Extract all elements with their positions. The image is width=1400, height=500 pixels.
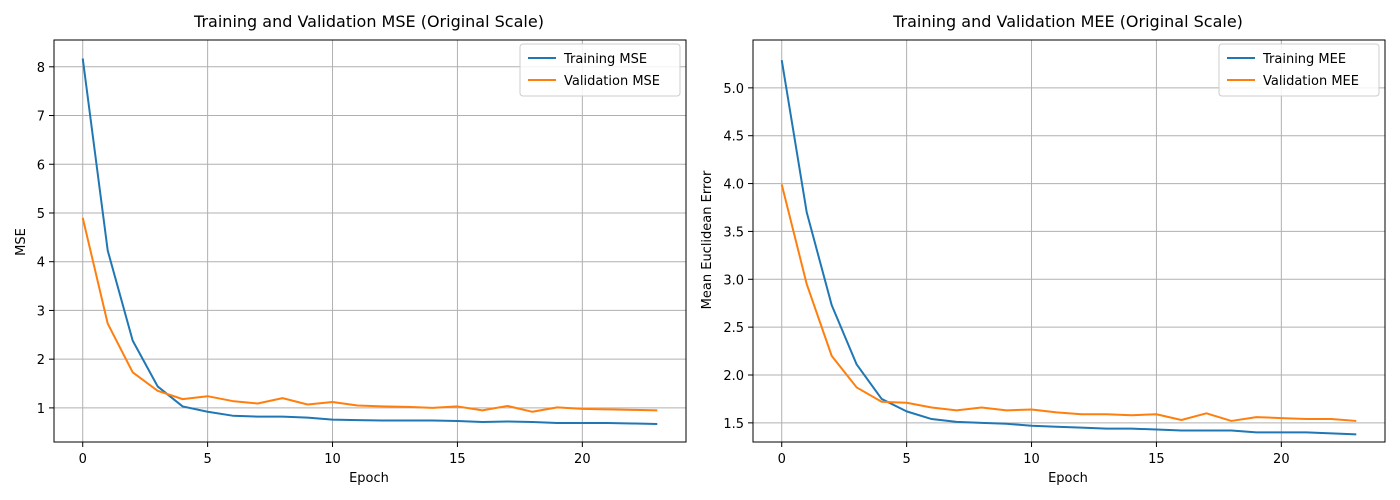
mse-legend: Training MSE Validation MSE (519, 43, 681, 97)
mse-chart-title: Training and Validation MSE (Original Sc… (193, 12, 544, 31)
mee-legend-label: Validation MEE (1263, 74, 1359, 89)
mee-y-tick-label: 3.5 (723, 225, 744, 240)
mse-y-tick-label: 2 (37, 353, 45, 368)
mse-y-tick-label: 6 (37, 158, 45, 173)
mee-x-tick-label: 0 (778, 452, 786, 467)
mse-axis-ticks: 0 5 10 15 20 1 2 3 4 5 6 7 8 (37, 61, 591, 467)
mee-y-axis-label: Mean Euclidean Error (700, 170, 715, 309)
mse-y-tick-label: 5 (37, 207, 45, 222)
mse-x-tick-label: 5 (203, 452, 211, 467)
mse-y-tick-label: 8 (37, 61, 45, 76)
mee-series (780, 59, 1357, 436)
mee-y-tick-label: 2.5 (723, 321, 744, 336)
mee-y-tick-label: 4.0 (723, 178, 744, 193)
mee-x-tick-label: 20 (1273, 452, 1290, 467)
mee-x-tick-label: 5 (902, 452, 910, 467)
mee-x-tick-label: 10 (1023, 452, 1040, 467)
mse-series-line-training-mse (81, 58, 658, 425)
mee-y-tick-label: 4.5 (723, 130, 744, 145)
mse-x-axis-label: Epoch (349, 471, 389, 486)
mse-series-line-validation-mse (81, 217, 658, 413)
mse-x-tick-label: 15 (449, 452, 466, 467)
mee-chart-title: Training and Validation MEE (Original Sc… (892, 12, 1243, 31)
mee-legend-box (1218, 43, 1380, 97)
mee-series-line-training-mee (780, 59, 1357, 436)
mee-plot-frame (752, 39, 1386, 443)
mee-y-tick-label: 1.5 (723, 417, 744, 432)
mee-x-axis-label: Epoch (1048, 471, 1088, 486)
mee-y-tick-label: 2.0 (723, 369, 744, 384)
mee-series-line-validation-mee (780, 184, 1357, 422)
mse-legend-label: Training MSE (563, 52, 647, 67)
mse-y-tick-label: 1 (37, 402, 45, 417)
mee-legend: Training MEE Validation MEE (1218, 43, 1380, 97)
mse-x-tick-label: 10 (324, 452, 341, 467)
mee-legend-label: Training MEE (1262, 52, 1346, 67)
mse-y-tick-label: 4 (37, 256, 45, 271)
mee-y-tick-label: 3.0 (723, 273, 744, 288)
mse-y-tick-label: 7 (37, 110, 45, 125)
mse-x-tick-label: 20 (574, 452, 591, 467)
mse-x-tick-label: 0 (79, 452, 87, 467)
mse-plot-frame (53, 39, 687, 443)
mee-chart: Training and Validation MEE (Original Sc… (700, 12, 1386, 486)
mse-y-axis-label: MSE (14, 228, 29, 256)
mee-axis-ticks: 0 5 10 15 20 1.5 2.0 2.5 3.0 3.5 4.0 4.5 5.0 (723, 82, 1289, 467)
mse-legend-box (519, 43, 681, 97)
mee-y-tick-label: 5.0 (723, 82, 744, 97)
mse-legend-label: Validation MSE (564, 74, 660, 89)
mee-grid (753, 40, 1385, 442)
mee-x-tick-label: 15 (1148, 452, 1165, 467)
mse-chart: Training and Validation MSE (Original Sc… (14, 12, 687, 486)
mse-series (81, 58, 658, 425)
mse-y-tick-label: 3 (37, 304, 45, 319)
